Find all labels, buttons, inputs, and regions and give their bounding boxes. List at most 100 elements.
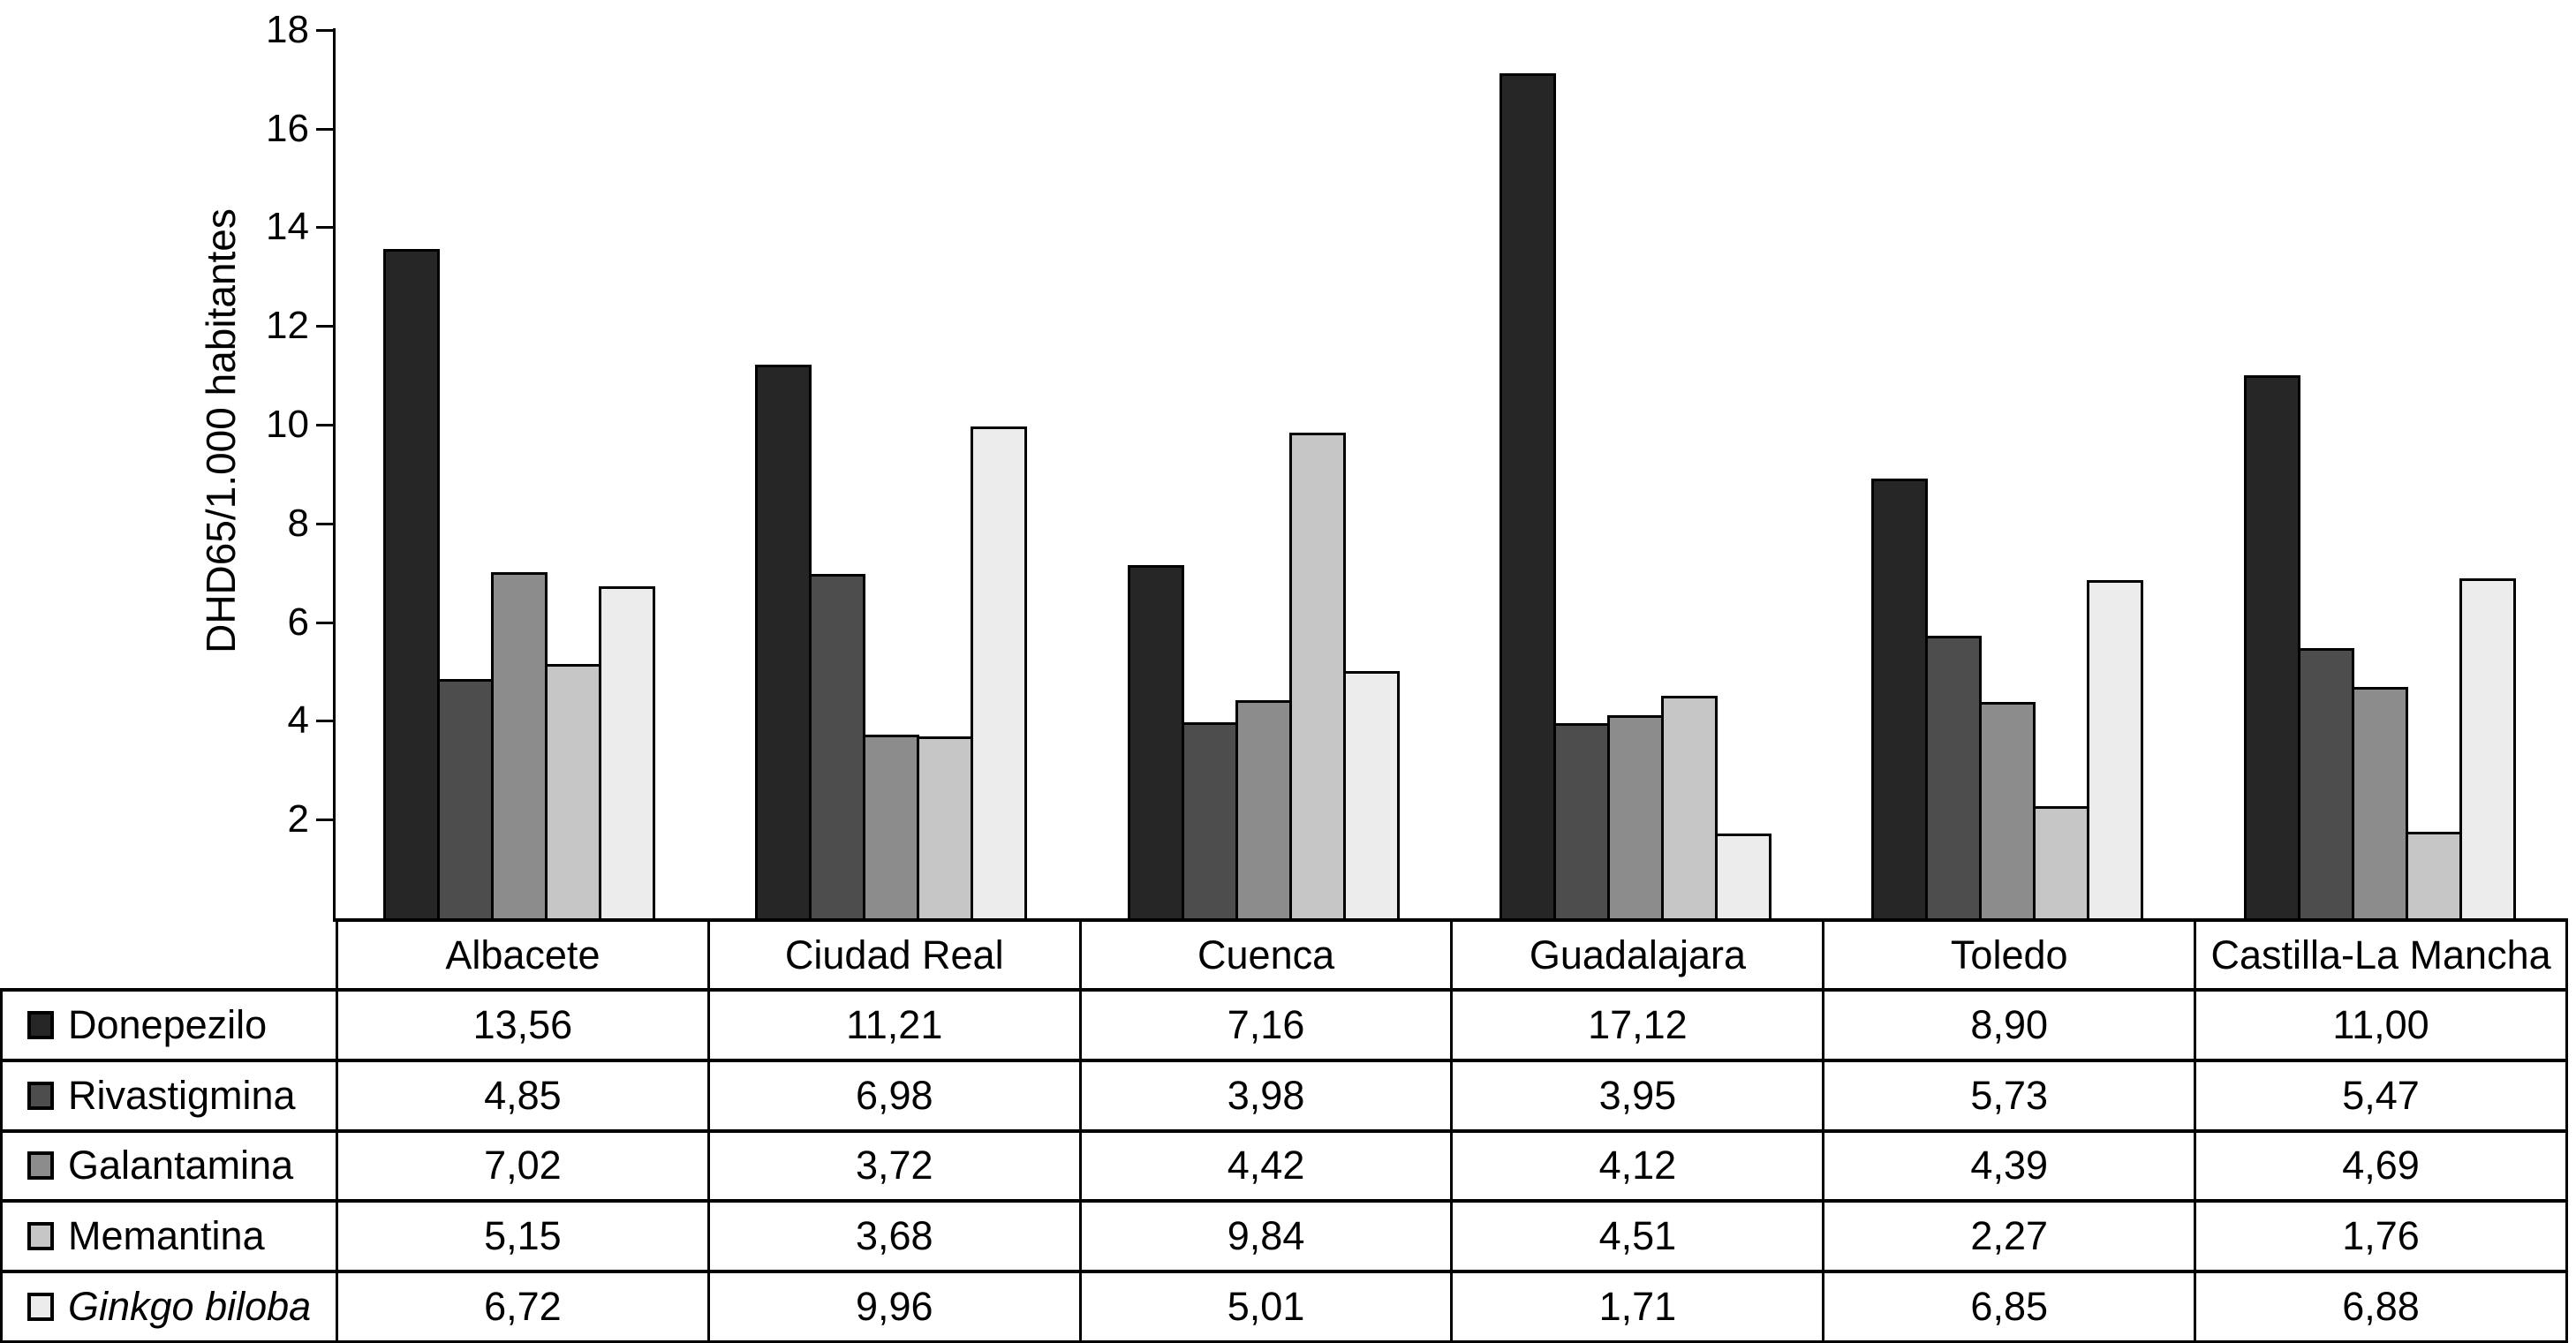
value-cell-galantamina-guadalajara: 4,12 (1450, 1132, 1822, 1200)
value-cell-donepezilo-toledo: 8,90 (1822, 992, 2194, 1059)
bar-galantamina-albacete (491, 571, 548, 922)
y-tick-label-8: 8 (287, 501, 309, 545)
table-row-galantamina: Galantamina 7,02 3,72 4,42 4,12 4,39 4,69 (0, 1128, 2568, 1200)
y-axis-line (333, 28, 336, 922)
series-label-ginkgo-biloba: Ginkgo biloba (68, 1284, 312, 1330)
value-cell-rivastigmina-cuenca: 3,98 (1078, 1061, 1451, 1129)
y-tick-label-16: 16 (266, 106, 309, 150)
y-tick-mark-12 (316, 325, 336, 328)
bar-rivastigmina-cuenca (1181, 721, 1238, 922)
value-cell-ginkgo-biloba-toledo: 6,85 (1822, 1273, 2194, 1340)
value-cell-rivastigmina-castilla-la-mancha: 5,47 (2194, 1061, 2568, 1129)
bar-ginkgo-biloba-ciudad-real (971, 426, 1028, 922)
bar-donepezilo-cuenca (1127, 564, 1184, 922)
x-axis-line (333, 918, 2568, 922)
series-label-memantina: Memantina (68, 1213, 265, 1259)
column-header-cuenca: Cuenca (1078, 922, 1451, 988)
bar-rivastigmina-toledo (1925, 635, 1983, 922)
bar-galantamina-cuenca (1235, 699, 1292, 922)
value-cell-donepezilo-albacete: 13,56 (336, 992, 707, 1059)
plot-area: DHD65/1.000 habitantes 2 4 6 8 10 12 14 16 18 (198, 7, 2568, 922)
bar-donepezilo-toledo (1871, 479, 1929, 922)
bar-galantamina-toledo (1979, 701, 2036, 922)
value-cell-galantamina-toledo: 4,39 (1822, 1132, 2194, 1200)
legend-cell-galantamina: Galantamina (0, 1132, 336, 1200)
y-tick-mark-18 (316, 28, 336, 32)
y-tick-label-14: 14 (266, 205, 309, 249)
legend-swatch-memantina (27, 1222, 54, 1251)
value-cell-memantina-ciudad-real: 3,68 (706, 1203, 1079, 1271)
value-cell-ginkgo-biloba-castilla-la-mancha: 6,88 (2194, 1273, 2568, 1340)
data-table: Albacete Ciudad Real Cuenca Guadalajara Tole… (0, 922, 2568, 1343)
value-cell-ginkgo-biloba-guadalajara: 1,71 (1450, 1273, 1822, 1340)
bar-galantamina-guadalajara (1607, 714, 1664, 922)
bar-rivastigmina-castilla-la-mancha (2297, 648, 2354, 922)
column-header-castilla-la-mancha: Castilla-La Mancha (2194, 922, 2568, 988)
y-tick-mark-14 (316, 226, 336, 230)
value-cell-galantamina-albacete: 7,02 (336, 1132, 707, 1200)
value-cell-donepezilo-ciudad-real: 11,21 (706, 992, 1079, 1059)
bar-ginkgo-biloba-guadalajara (1715, 834, 1771, 922)
value-cell-galantamina-ciudad-real: 3,72 (706, 1132, 1079, 1200)
value-cell-donepezilo-castilla-la-mancha: 11,00 (2194, 992, 2568, 1059)
bar-ginkgo-biloba-albacete (599, 586, 655, 922)
legend-swatch-ginkgo-biloba (27, 1293, 54, 1322)
bar-rivastigmina-ciudad-real (809, 573, 866, 922)
value-cell-donepezilo-cuenca: 7,16 (1078, 992, 1451, 1059)
value-cell-memantina-albacete: 5,15 (336, 1203, 707, 1271)
series-label-rivastigmina: Rivastigmina (68, 1072, 296, 1118)
bar-donepezilo-castilla-la-mancha (2243, 375, 2300, 922)
bar-donepezilo-ciudad-real (755, 365, 812, 922)
y-tick-label-4: 4 (287, 698, 309, 743)
value-cell-ginkgo-biloba-cuenca: 5,01 (1078, 1273, 1451, 1340)
value-cell-donepezilo-guadalajara: 17,12 (1450, 992, 1822, 1059)
y-tick-label-12: 12 (266, 304, 309, 348)
table-row-ginkgo-biloba: Ginkgo biloba 6,72 9,96 5,01 1,71 6,85 6,88 (0, 1270, 2568, 1340)
value-cell-memantina-guadalajara: 4,51 (1450, 1203, 1822, 1271)
legend-cell-rivastigmina: Rivastigmina (0, 1061, 336, 1129)
table-header-row: Albacete Ciudad Real Cuenca Guadalajara Tole… (0, 922, 2568, 988)
legend-cell-memantina: Memantina (0, 1203, 336, 1271)
bar-memantina-cuenca (1288, 432, 1346, 922)
bar-galantamina-castilla-la-mancha (2351, 686, 2408, 922)
bar-donepezilo-guadalajara (1500, 72, 1556, 922)
bar-memantina-guadalajara (1661, 695, 1718, 922)
bar-rivastigmina-albacete (437, 678, 494, 922)
value-cell-memantina-cuenca: 9,84 (1078, 1203, 1451, 1271)
column-header-guadalajara: Guadalajara (1450, 922, 1822, 988)
table-row-rivastigmina: Rivastigmina 4,85 6,98 3,98 3,95 5,73 5,47 (0, 1058, 2568, 1129)
y-tick-label-2: 2 (287, 797, 309, 841)
table-header-spacer (0, 922, 336, 988)
y-tick-label-18: 18 (266, 7, 309, 51)
value-cell-rivastigmina-albacete: 4,85 (336, 1061, 707, 1129)
value-cell-rivastigmina-ciudad-real: 6,98 (706, 1061, 1079, 1129)
value-cell-galantamina-castilla-la-mancha: 4,69 (2194, 1132, 2568, 1200)
column-header-albacete: Albacete (336, 922, 707, 988)
bar-memantina-toledo (2033, 806, 2090, 922)
value-cell-ginkgo-biloba-albacete: 6,72 (336, 1273, 707, 1340)
y-tick-label-10: 10 (266, 403, 309, 446)
value-cell-rivastigmina-toledo: 5,73 (1822, 1061, 2194, 1129)
table-row-donepezilo: Donepezilo 13,56 11,21 7,16 17,12 8,90 11,00 (0, 988, 2568, 1059)
bar-galantamina-ciudad-real (863, 735, 920, 922)
bar-ginkgo-biloba-cuenca (1342, 670, 1400, 922)
y-tick-mark-8 (316, 522, 336, 525)
bar-ginkgo-biloba-toledo (2087, 580, 2144, 922)
column-header-ciudad-real: Ciudad Real (706, 922, 1079, 988)
legend-cell-ginkgo-biloba: Ginkgo biloba (0, 1273, 336, 1340)
value-cell-rivastigmina-guadalajara: 3,95 (1450, 1061, 1822, 1129)
bar-memantina-castilla-la-mancha (2405, 831, 2462, 922)
legend-cell-donepezilo: Donepezilo (0, 992, 336, 1059)
y-tick-mark-4 (316, 720, 336, 723)
y-tick-mark-2 (316, 819, 336, 822)
value-cell-ginkgo-biloba-ciudad-real: 9,96 (706, 1273, 1079, 1340)
bar-memantina-ciudad-real (917, 736, 974, 922)
value-cell-memantina-castilla-la-mancha: 1,76 (2194, 1203, 2568, 1271)
column-header-toledo: Toledo (1822, 922, 2194, 988)
series-label-galantamina: Galantamina (68, 1143, 294, 1188)
bar-memantina-albacete (545, 664, 601, 922)
y-tick-label-6: 6 (287, 600, 309, 644)
y-tick-mark-10 (316, 424, 336, 426)
legend-swatch-galantamina (27, 1151, 54, 1181)
